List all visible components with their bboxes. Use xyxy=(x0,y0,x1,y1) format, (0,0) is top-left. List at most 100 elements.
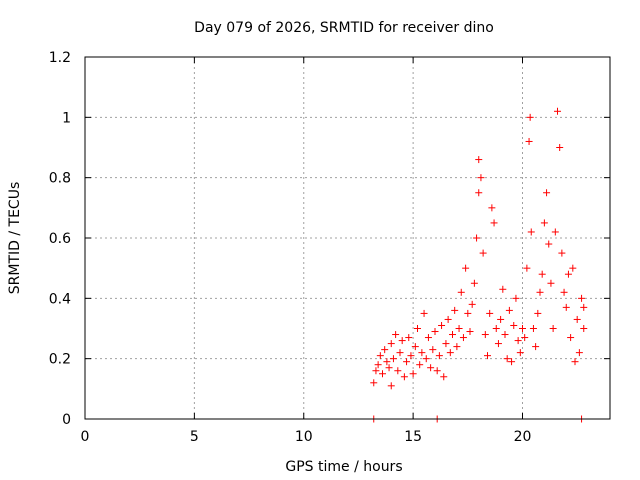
data-point xyxy=(481,331,489,339)
data-point xyxy=(523,264,531,272)
data-point xyxy=(374,361,382,369)
data-point xyxy=(429,346,437,354)
data-point xyxy=(549,325,557,332)
data-point xyxy=(505,306,513,314)
data-point xyxy=(510,321,518,329)
data-point xyxy=(536,288,544,296)
data-point xyxy=(567,334,575,342)
data-point xyxy=(389,355,397,363)
data-point xyxy=(442,340,450,348)
data-point xyxy=(562,303,570,311)
data-point xyxy=(580,325,588,332)
data-point xyxy=(569,264,577,272)
data-point xyxy=(392,331,400,339)
data-point xyxy=(551,228,559,236)
data-point xyxy=(407,352,415,360)
data-point xyxy=(473,234,481,242)
data-point xyxy=(409,370,417,378)
data-point xyxy=(484,352,491,360)
data-point xyxy=(457,288,465,296)
data-point xyxy=(497,315,505,323)
data-point xyxy=(411,343,419,351)
data-point xyxy=(405,334,413,342)
data-point xyxy=(486,309,494,317)
data-point xyxy=(438,321,446,329)
data-point xyxy=(514,337,522,345)
data-point xyxy=(538,270,546,278)
data-point xyxy=(394,367,402,375)
chart-title: Day 079 of 2026, SRMTID for receiver din… xyxy=(194,20,494,36)
data-point xyxy=(488,204,496,212)
data-point xyxy=(435,352,443,360)
data-point xyxy=(527,228,535,236)
data-point xyxy=(420,309,428,317)
data-point xyxy=(451,306,459,314)
data-point xyxy=(519,325,526,332)
data-point xyxy=(499,285,507,293)
data-point xyxy=(508,358,516,366)
data-point xyxy=(501,331,509,339)
axis-ticks: 0 0.2 0.4 0.6 0.8 1 1.2 0 5 10 15 20 xyxy=(49,50,610,445)
x-tick-label: 15 xyxy=(404,429,422,445)
data-point xyxy=(477,174,485,182)
data-point xyxy=(540,219,548,227)
y-tick-label: 1 xyxy=(62,110,71,126)
data-point xyxy=(503,355,511,363)
x-axis-title: GPS time / hours xyxy=(285,459,402,475)
data-point xyxy=(449,331,456,339)
data-point xyxy=(403,358,411,366)
data-point xyxy=(521,334,529,342)
data-point xyxy=(385,364,393,372)
data-point xyxy=(422,355,430,363)
data-point xyxy=(381,346,389,354)
data-point xyxy=(453,343,461,351)
data-point xyxy=(573,315,581,323)
data-point xyxy=(462,264,470,272)
data-point xyxy=(494,340,502,348)
data-point xyxy=(560,288,568,296)
data-point xyxy=(440,373,448,381)
data-point xyxy=(427,364,435,372)
data-point xyxy=(414,325,421,332)
data-point xyxy=(433,367,441,375)
data-point xyxy=(418,349,426,357)
data-point xyxy=(529,325,537,332)
x-tick-label: 5 xyxy=(190,429,199,445)
data-point xyxy=(492,325,500,332)
data-point xyxy=(516,349,524,357)
data-points xyxy=(370,107,588,423)
data-point xyxy=(424,334,432,342)
grid xyxy=(85,57,610,419)
y-axis-title: SRMTID / TECUs xyxy=(7,182,23,295)
data-point xyxy=(512,294,520,302)
data-point xyxy=(475,189,483,197)
data-point xyxy=(470,279,478,287)
data-point xyxy=(398,337,406,345)
data-point xyxy=(578,294,586,302)
data-point xyxy=(444,315,452,323)
data-point xyxy=(387,382,395,390)
data-point xyxy=(383,358,391,366)
data-point xyxy=(490,219,498,227)
data-point xyxy=(554,107,561,115)
data-point xyxy=(468,300,476,308)
data-point xyxy=(545,240,553,248)
data-point xyxy=(575,349,583,357)
data-point xyxy=(464,309,472,317)
data-point xyxy=(580,303,588,311)
y-tick-label: 0.4 xyxy=(49,291,71,307)
data-point xyxy=(532,343,540,351)
data-point xyxy=(466,328,474,336)
data-point xyxy=(387,340,395,348)
data-point xyxy=(475,156,483,164)
data-point xyxy=(564,270,572,278)
data-point xyxy=(376,352,384,360)
y-tick-label: 0.8 xyxy=(49,171,71,187)
data-point xyxy=(379,370,386,378)
data-point xyxy=(455,325,463,332)
data-point xyxy=(543,189,551,197)
data-point xyxy=(372,367,380,375)
x-tick-label: 10 xyxy=(295,429,313,445)
data-point xyxy=(534,309,542,317)
